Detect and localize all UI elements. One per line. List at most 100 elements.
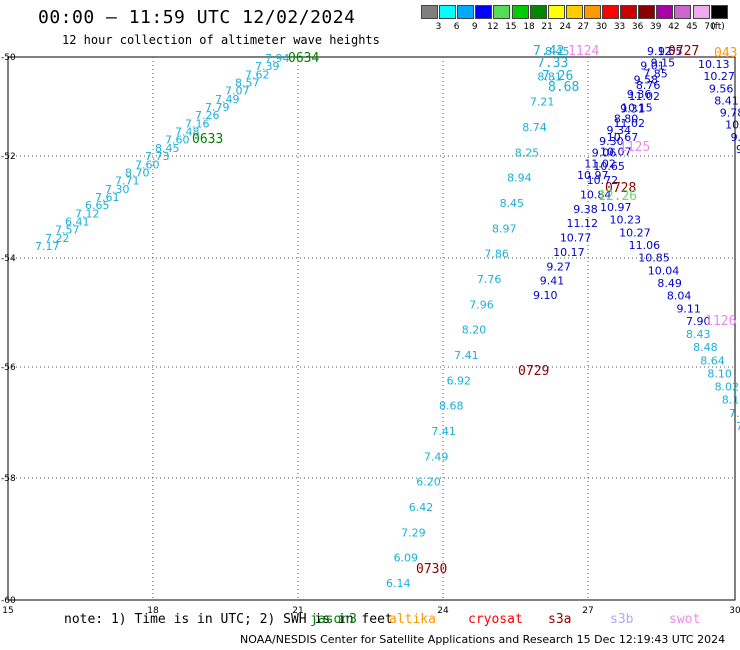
wave-height-value: 10.27: [703, 70, 735, 83]
scale-swatch: [565, 5, 583, 19]
satellite-altika: altika: [389, 612, 436, 627]
pass-time-label: 0634: [288, 51, 319, 66]
pass-time-label: 7.42: [533, 44, 564, 59]
wave-height-value: 7: [736, 420, 740, 433]
wave-height-value: 8.45: [155, 142, 180, 155]
pass-time-label: 1126: [705, 314, 736, 329]
satellite-swot: swot: [669, 612, 701, 627]
scale-swatch: [529, 5, 547, 19]
wave-height-value: 7.57: [55, 224, 80, 237]
wave-height-value: 7.49: [424, 450, 449, 463]
wave-height-value: 9.01: [640, 59, 665, 72]
scale-swatch: [457, 5, 475, 19]
wave-height-value: 8.45: [545, 45, 570, 58]
lon-tick-label: 24: [437, 606, 449, 616]
wave-height-value: 10.77: [560, 232, 592, 245]
wave-height-value: 8.74: [522, 121, 547, 134]
lon-tick-label: 27: [582, 606, 593, 616]
wave-height-value: 7.48: [175, 126, 200, 139]
wave-height-value: 8.94: [507, 172, 531, 185]
wave-height-value: 8.80: [614, 113, 639, 126]
wave-height-value: 9.4: [736, 143, 740, 156]
wave-height-value: 9.41: [540, 275, 565, 288]
wave-height-value: 7.12: [75, 207, 100, 220]
wave-height-value: 7.29: [401, 526, 426, 539]
scale-label: 3: [435, 22, 442, 32]
scale-label: 21: [541, 22, 553, 32]
wave-height-value: 8.81: [537, 70, 562, 83]
scale-unit: (ft): [711, 22, 725, 32]
wave-height-value: 10.04: [648, 264, 680, 277]
wave-height-value: 8.04: [667, 290, 692, 303]
wave-height-value: 7.94: [265, 52, 290, 65]
wave-height-value: 11.12: [567, 217, 599, 230]
wave-height-value: 7.49: [215, 93, 240, 106]
pass-time-label: 1125: [619, 140, 650, 155]
wave-height-value: 6.20: [416, 476, 441, 489]
color-scale-legend: 3 6 9 12 15 18 21 24 27 30 33 36 39 42 45 70 (ft): [421, 5, 728, 35]
wave-height-value: 8.64: [700, 354, 725, 367]
wave-height-value: 9.31: [620, 102, 645, 115]
wave-height-value: 9.58: [634, 74, 659, 87]
wave-height-value: 7.86: [484, 248, 509, 261]
wave-height-value: 10.17: [553, 246, 585, 259]
wave-height-value: 11.02: [613, 117, 645, 130]
wave-height-value: 6.65: [85, 199, 110, 212]
wave-height-value: 9.78: [720, 107, 740, 120]
satellite-jason3: jason3: [310, 612, 357, 627]
scale-label: 9: [471, 22, 478, 32]
scale-swatch: [583, 5, 601, 19]
scale-swatch: [692, 5, 710, 19]
scale-label: 39: [650, 22, 662, 32]
scale-swatch: [475, 5, 493, 19]
scale-swatch: [421, 5, 438, 19]
scale-swatch: [547, 5, 565, 19]
wave-height-value: 7.62: [245, 68, 270, 81]
wave-height-value: 9.15: [651, 56, 676, 69]
scale-label: 33: [613, 22, 626, 32]
scale-label: 24: [559, 22, 571, 32]
wave-height-value: 10.97: [577, 169, 609, 182]
pass-time-label: 0729: [518, 364, 549, 379]
wave-height-value: 9.27: [546, 260, 571, 273]
wave-height-value: 7.5: [729, 407, 740, 420]
scale-swatch: [710, 5, 728, 19]
wave-height-value: 6.14: [386, 577, 411, 590]
wave-height-value: 8.12: [722, 394, 740, 407]
wave-height-value: 9.60: [731, 131, 740, 144]
wave-height-value: 8.97: [492, 222, 517, 235]
lat-tick-label: -50: [1, 53, 16, 63]
lon-tick-label: 21: [292, 606, 303, 616]
wave-height-value: 11.02: [584, 158, 616, 171]
scale-swatch: [439, 5, 457, 19]
wave-height-value: 10.15: [621, 101, 653, 114]
wave-height-value: 9.12: [647, 45, 672, 58]
lat-tick-label: -58: [1, 474, 16, 484]
wave-height-value: 10.72: [587, 174, 619, 187]
wave-height-value: 7.61: [95, 191, 120, 204]
wave-height-value: 7.73: [145, 150, 170, 163]
wave-height-value: 7.90: [686, 315, 711, 328]
wave-height-value: 10.67: [607, 131, 639, 144]
wave-height-value: 7.17: [35, 240, 60, 253]
wave-height-value: 7.71: [115, 175, 140, 188]
wave-height-value: 7.96: [469, 298, 494, 311]
lat-tick-label: -52: [1, 152, 16, 162]
wave-height-value: 10.17: [725, 119, 740, 132]
pass-time-label: 12.26: [598, 189, 637, 204]
pass-time-label: 043: [714, 46, 737, 61]
satellite-cryosat: cryosat: [468, 612, 523, 627]
scale-label: 30: [595, 22, 608, 32]
scale-swatch: [602, 5, 619, 19]
wave-height-value: 8.20: [462, 324, 487, 337]
wave-height-value: 7.85: [643, 68, 668, 81]
wave-height-value: 7.41: [431, 425, 456, 438]
scale-label: 36: [631, 22, 644, 32]
scale-swatch: [511, 5, 529, 19]
map-frame: [7, 56, 736, 601]
wave-height-value: 10.97: [600, 201, 632, 214]
wave-height-value: 6.41: [65, 215, 90, 228]
satellite-s3b: s3b: [610, 612, 634, 627]
wave-height-value: 9.30: [599, 135, 624, 148]
scale-label: 27: [577, 22, 590, 32]
